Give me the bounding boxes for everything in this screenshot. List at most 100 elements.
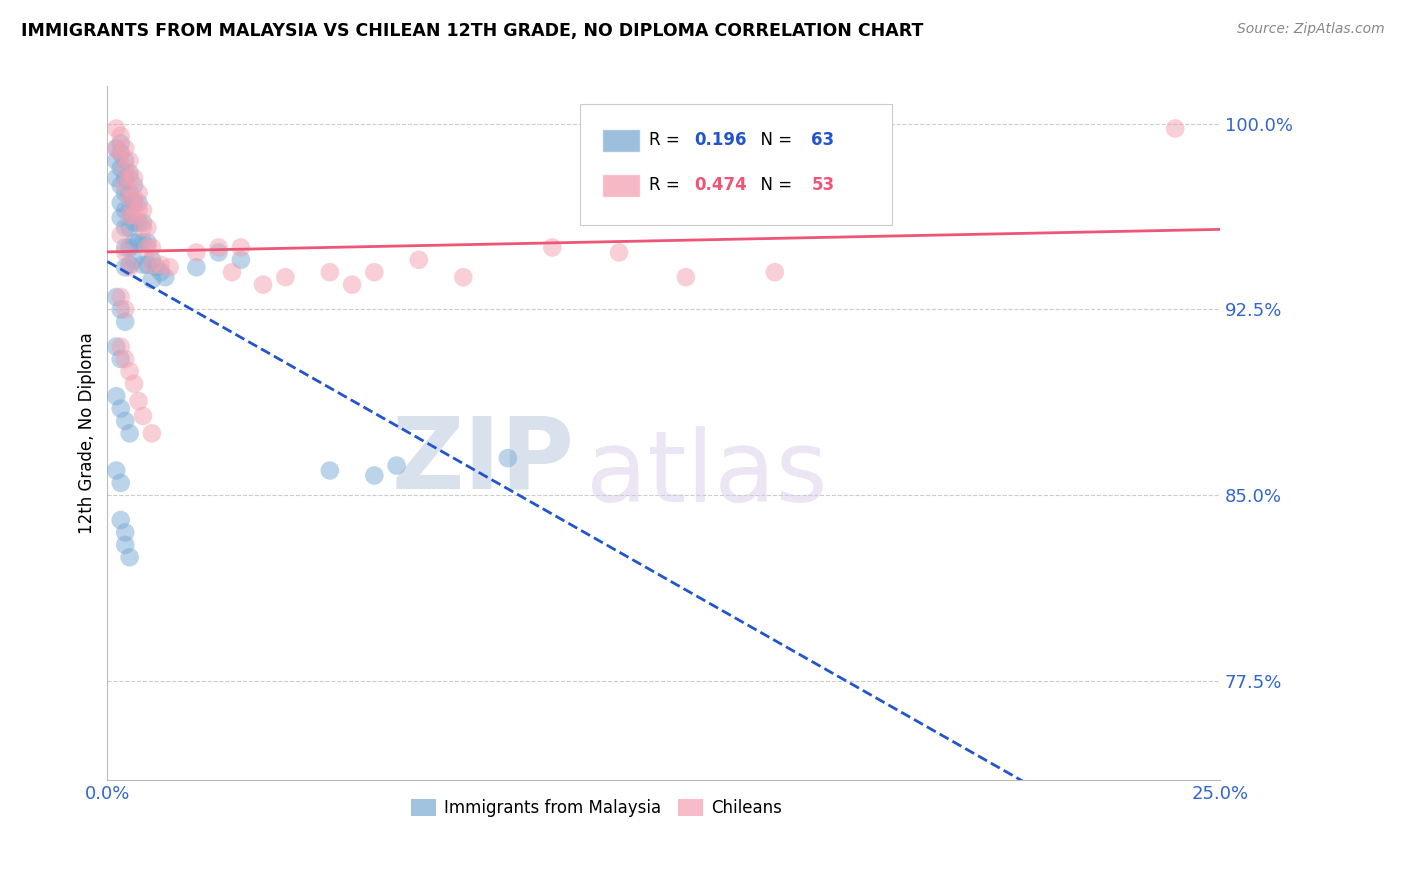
Point	[114, 153, 136, 168]
Point	[105, 340, 128, 354]
Point	[385, 458, 408, 473]
Text: R =: R =	[650, 131, 685, 149]
Point	[110, 290, 132, 304]
Text: N =: N =	[751, 176, 797, 194]
Point	[114, 220, 136, 235]
Point	[114, 186, 136, 200]
Point	[110, 302, 132, 317]
FancyBboxPatch shape	[581, 103, 891, 225]
Y-axis label: 12th Grade, No Diploma: 12th Grade, No Diploma	[79, 333, 96, 534]
Text: atlas: atlas	[586, 426, 827, 524]
Point	[110, 475, 132, 490]
Point	[114, 178, 136, 193]
Point	[149, 258, 172, 272]
Point	[319, 265, 342, 279]
Point	[132, 409, 155, 423]
Point	[110, 228, 132, 243]
Point	[207, 245, 229, 260]
Point	[110, 513, 132, 527]
Point	[110, 351, 132, 366]
Point	[128, 235, 150, 250]
Point	[363, 265, 385, 279]
Point	[105, 141, 128, 155]
Point	[114, 240, 136, 254]
Point	[105, 141, 128, 155]
Point	[132, 258, 155, 272]
Point	[118, 166, 141, 180]
FancyBboxPatch shape	[602, 128, 640, 153]
Point	[122, 216, 145, 230]
Point	[141, 240, 163, 254]
Text: 53: 53	[811, 176, 835, 194]
Point	[141, 252, 163, 267]
Point	[118, 220, 141, 235]
Point	[136, 240, 159, 254]
Point	[122, 376, 145, 391]
Point	[118, 258, 141, 272]
Point	[145, 260, 167, 275]
Point	[229, 240, 252, 254]
Point	[453, 270, 475, 285]
Point	[110, 146, 132, 161]
Point	[229, 252, 252, 267]
Point	[114, 302, 136, 317]
Point	[114, 203, 136, 218]
Point	[221, 265, 243, 279]
Text: Source: ZipAtlas.com: Source: ZipAtlas.com	[1237, 22, 1385, 37]
Point	[319, 463, 342, 477]
Point	[136, 258, 159, 272]
Point	[114, 260, 136, 275]
Point	[186, 260, 208, 275]
Point	[128, 394, 150, 409]
Point	[132, 235, 155, 250]
Point	[118, 191, 141, 205]
Point	[118, 260, 141, 275]
Point	[118, 208, 141, 222]
Point	[110, 340, 132, 354]
Point	[1164, 121, 1187, 136]
Text: IMMIGRANTS FROM MALAYSIA VS CHILEAN 12TH GRADE, NO DIPLOMA CORRELATION CHART: IMMIGRANTS FROM MALAYSIA VS CHILEAN 12TH…	[21, 22, 924, 40]
Point	[110, 401, 132, 416]
Point	[105, 463, 128, 477]
Legend: Immigrants from Malaysia, Chileans: Immigrants from Malaysia, Chileans	[405, 792, 789, 824]
Point	[122, 208, 145, 222]
Point	[122, 195, 145, 210]
Point	[149, 265, 172, 279]
Point	[128, 203, 150, 218]
Point	[114, 525, 136, 540]
Point	[114, 161, 136, 176]
Point	[128, 216, 150, 230]
Point	[274, 270, 297, 285]
Text: N =: N =	[751, 131, 797, 149]
Point	[159, 260, 181, 275]
Point	[122, 235, 145, 250]
Point	[763, 265, 786, 279]
Point	[105, 171, 128, 186]
Point	[136, 220, 159, 235]
Point	[118, 426, 141, 441]
Text: ZIP: ZIP	[392, 413, 575, 509]
Text: 0.474: 0.474	[695, 176, 748, 194]
Point	[118, 550, 141, 565]
Point	[155, 270, 177, 285]
Point	[105, 153, 128, 168]
Point	[607, 245, 630, 260]
Text: 63: 63	[811, 131, 835, 149]
Point	[114, 141, 136, 155]
Point	[105, 290, 128, 304]
Point	[340, 277, 363, 292]
Point	[105, 121, 128, 136]
Point	[122, 178, 145, 193]
Point	[541, 240, 564, 254]
Point	[252, 277, 274, 292]
Point	[105, 389, 128, 403]
Point	[675, 270, 697, 285]
Point	[363, 468, 385, 483]
Point	[136, 235, 159, 250]
Point	[114, 315, 136, 329]
Point	[132, 220, 155, 235]
Point	[132, 203, 155, 218]
Point	[110, 146, 132, 161]
Point	[186, 245, 208, 260]
FancyBboxPatch shape	[602, 174, 640, 197]
